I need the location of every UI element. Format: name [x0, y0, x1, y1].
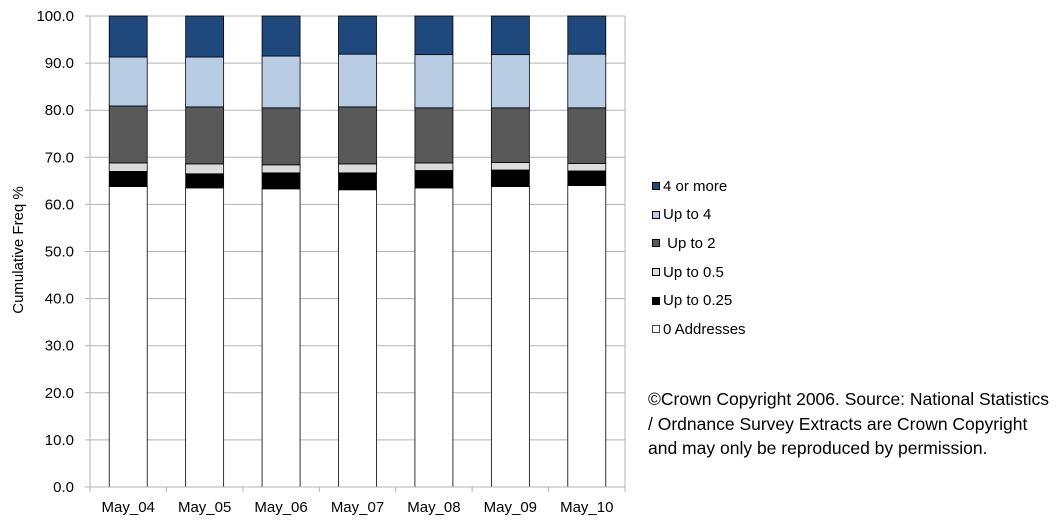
bar-segment: [567, 107, 607, 164]
bar-segment: [108, 162, 148, 172]
legend-label: Up to 0.5: [663, 263, 724, 281]
y-tick-label: 60.0: [45, 196, 74, 213]
bar-segment: [261, 107, 301, 166]
legend-swatch: [652, 268, 660, 277]
x-tick-label: May_09: [484, 499, 537, 516]
bar-segment: [567, 185, 607, 488]
legend-swatch: [652, 239, 660, 248]
bar-segment: [261, 55, 301, 109]
legend-label: Up to 2: [663, 234, 716, 252]
y-tick-label: 0.0: [53, 479, 74, 496]
bar-segment: [414, 54, 454, 109]
bar-segment: [338, 163, 377, 174]
legend: 4 or more Up to 4 Up to 2 Up to 0.5 Up to 0…: [652, 172, 746, 344]
y-tick-label: 30.0: [45, 338, 74, 355]
bar-segment: [414, 162, 454, 171]
bar-segment: [567, 15, 607, 55]
x-tick-label: May_05: [178, 499, 231, 516]
bar-segment: [338, 15, 377, 55]
legend-item: 4 or more: [652, 172, 746, 201]
bar-segment: [490, 186, 530, 488]
legend-label: 4 or more: [663, 177, 728, 195]
x-tick-labels: May_04 May_05 May_06 May_07 May_08 May_09 May_…: [102, 499, 614, 516]
bar-segment: [414, 170, 454, 189]
legend-swatch: [652, 182, 660, 191]
legend-item: Up to 2: [652, 229, 746, 258]
bar-segment: [185, 15, 225, 58]
bar-segment: [414, 15, 454, 56]
bar-segment: [338, 106, 377, 165]
legend-label: Up to 0.25: [663, 292, 733, 310]
bar-segment: [338, 189, 377, 488]
y-tick-label: 80.0: [45, 102, 74, 119]
y-tick-label: 70.0: [45, 149, 74, 166]
bar-segment: [338, 172, 377, 191]
legend-item: 0 Addresses: [652, 315, 746, 344]
bar-segment: [261, 188, 301, 488]
legend-label: Up to 4: [663, 206, 712, 224]
bar-segment: [490, 15, 530, 56]
bar-segment: [567, 163, 607, 172]
y-tick-label: 90.0: [45, 55, 74, 72]
bar-segment: [108, 105, 148, 164]
bar-segment: [185, 173, 225, 189]
y-tick-label: 40.0: [45, 291, 74, 308]
bars: [108, 15, 607, 488]
bar-segment: [108, 186, 148, 488]
x-tick-label: May_08: [407, 499, 460, 516]
legend-swatch: [652, 325, 660, 334]
bar-segment: [490, 107, 530, 163]
x-tick-label: May_10: [560, 499, 613, 516]
bar-segment: [108, 56, 148, 107]
bar-segment: [490, 162, 530, 171]
x-tick-label: May_07: [331, 499, 384, 516]
bar-segment: [567, 53, 607, 109]
copyright-note: ©Crown Copyright 2006. Source: National …: [648, 389, 1049, 458]
x-tick-label: May_04: [102, 499, 155, 516]
bar-segment: [414, 107, 454, 164]
legend-item: Up to 0.5: [652, 258, 746, 287]
y-tick-label: 100.0: [36, 8, 74, 25]
y-axis-label: Cumulative Freq %: [10, 186, 27, 314]
bar-segment: [490, 54, 530, 109]
axes: [85, 16, 626, 492]
bar-segment: [261, 172, 301, 190]
y-tick-label: 20.0: [45, 385, 74, 402]
legend-swatch: [652, 296, 660, 305]
legend-swatch: [652, 210, 660, 219]
stacked-bar-chart: 0.0 10.0 20.0 30.0 40.0 50.0 60.0 70.0 80.0 90.0 1…: [10, 8, 626, 516]
bar-segment: [338, 53, 377, 108]
bar-segment: [567, 170, 607, 186]
y-tick-label: 10.0: [45, 432, 74, 449]
bar-segment: [108, 15, 148, 58]
bar-segment: [185, 163, 225, 175]
bar-segment: [261, 15, 301, 57]
y-tick-labels: 0.0 10.0 20.0 30.0 40.0 50.0 60.0 70.0 80.0 90.0 1…: [36, 8, 74, 496]
x-tick-label: May_06: [254, 499, 307, 516]
bar-segment: [490, 169, 530, 187]
bar-segment: [261, 164, 301, 174]
bar-segment: [108, 171, 148, 187]
bar-segment: [185, 56, 225, 108]
bar-segment: [185, 106, 225, 165]
y-tick-label: 50.0: [45, 244, 74, 261]
legend-item: Up to 4: [652, 201, 746, 230]
legend-item: Up to 0.25: [652, 286, 746, 315]
bar-segment: [414, 187, 454, 488]
legend-label: 0 Addresses: [663, 320, 746, 338]
bar-segment: [185, 187, 225, 488]
